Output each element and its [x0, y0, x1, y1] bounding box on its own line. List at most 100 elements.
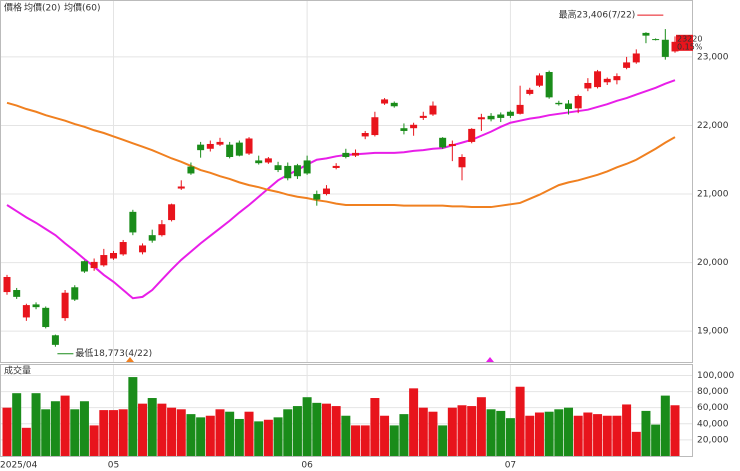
volume-bar: [593, 414, 603, 456]
volume-bar: [41, 409, 51, 456]
candle-body: [458, 157, 466, 168]
volume-bar: [312, 402, 322, 456]
volume-bar: [321, 403, 331, 456]
volume-bar: [612, 415, 622, 456]
volume-bar: [641, 410, 651, 456]
volume-bar: [457, 405, 467, 456]
price-panel: [0, 0, 693, 363]
x-tick-label: 2025/04: [0, 461, 38, 471]
candle-body: [419, 115, 427, 118]
candle-body: [545, 71, 553, 98]
candle-body: [623, 62, 631, 68]
candle-body: [574, 95, 582, 109]
volume-bar: [544, 411, 554, 456]
volume-bar: [79, 401, 89, 456]
candle-body: [226, 144, 234, 158]
candle-body: [22, 305, 30, 318]
candle-body: [390, 102, 398, 107]
volume-bar: [157, 403, 167, 456]
candle-body: [158, 224, 166, 236]
candle-body: [439, 137, 447, 148]
candle-body: [255, 160, 263, 164]
volume-bar: [215, 409, 225, 456]
candle-body: [293, 165, 301, 177]
candle-body: [322, 188, 330, 195]
candle-body: [371, 117, 379, 136]
volume-bar: [138, 403, 148, 456]
candle-body: [410, 124, 418, 129]
volume-bar: [515, 386, 525, 456]
volume-bar: [670, 405, 680, 456]
candle-body: [671, 41, 679, 52]
candle-body: [109, 252, 117, 259]
candle-body: [71, 287, 79, 300]
candle-body: [148, 235, 156, 241]
candle-body: [119, 242, 127, 255]
annotation: 最低18,773(4/22): [75, 347, 152, 359]
candle-body: [332, 165, 340, 168]
candle-body: [177, 186, 185, 189]
volume-bar: [50, 401, 60, 456]
volume-bar: [554, 409, 564, 456]
volume-bar: [263, 419, 273, 456]
volume-bar: [234, 418, 244, 456]
volume-bar: [467, 406, 477, 456]
volume-bar: [622, 404, 632, 456]
candle-body: [497, 114, 505, 118]
candle-body: [245, 138, 253, 154]
legend-ma60: 均價(60): [64, 2, 100, 14]
marker: [126, 357, 134, 362]
volume-bar: [505, 418, 515, 456]
volume-bar: [302, 397, 312, 456]
y-tick-label: 20,000: [697, 258, 729, 268]
y-tick-label: 40,000: [697, 419, 729, 429]
y-tick-label: 23,000: [697, 52, 729, 62]
candle-body: [13, 290, 21, 297]
candle-body: [448, 143, 456, 147]
volume-bar: [341, 415, 351, 456]
volume-bar: [660, 395, 670, 456]
candle-body: [235, 142, 243, 156]
candle-body: [381, 99, 389, 104]
volume-bar: [583, 412, 593, 456]
volume-bar: [351, 425, 361, 456]
moving-average-line: [6, 101, 676, 209]
volume-bar: [273, 417, 283, 456]
candle-body: [477, 117, 485, 120]
y-tick-label: 100,000: [697, 371, 734, 381]
price-change: 0.15%: [677, 42, 703, 51]
candle-body: [100, 255, 108, 266]
volume-bar: [370, 398, 380, 456]
candle-body: [603, 78, 611, 83]
volume-bar: [438, 425, 448, 456]
volume-bar: [70, 409, 80, 456]
candle-body: [652, 39, 660, 41]
candle-body: [284, 165, 292, 179]
volume-bar: [486, 409, 496, 456]
candle-body: [90, 261, 98, 269]
volume-bar: [205, 415, 215, 456]
candle-body: [187, 166, 195, 174]
volume-title: 成交量: [4, 365, 31, 377]
volume-bar: [602, 415, 612, 456]
volume-bar: [60, 395, 70, 456]
candle-body: [555, 102, 563, 105]
volume-bar: [428, 411, 438, 456]
volume-bar: [283, 409, 293, 456]
candle-body: [506, 111, 514, 116]
candle-body: [361, 133, 369, 137]
volume-bar: [254, 421, 264, 456]
legend-ma20: 均價(20): [24, 2, 60, 14]
volume-bar: [331, 406, 341, 456]
volume-bar: [631, 431, 641, 456]
volume-bar: [147, 398, 157, 456]
volume-bar: [573, 415, 583, 456]
y-tick-label: 19,000: [697, 327, 729, 337]
candle-body: [197, 144, 205, 151]
candle-body: [516, 104, 524, 114]
volume-bar: [380, 415, 390, 456]
volume-bar: [564, 407, 574, 456]
volume-bar: [167, 407, 177, 456]
volume-bar: [196, 417, 206, 456]
